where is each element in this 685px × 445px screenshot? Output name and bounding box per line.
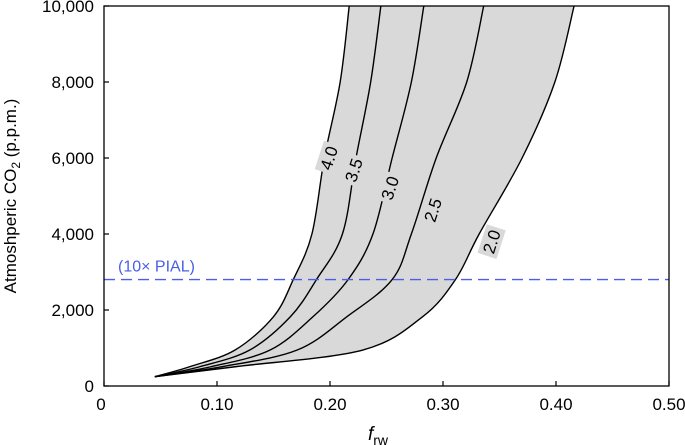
- x-axis-label: frw: [368, 424, 389, 445]
- curve-2.5: [154, 5, 485, 378]
- curve-label-3.0: 3.0: [375, 170, 405, 206]
- x-tick-label: 0: [96, 395, 105, 414]
- reference-line-label: (10× PIAL): [118, 259, 195, 276]
- y-tick-label: 10,000: [42, 0, 94, 16]
- plot-frame: [103, 5, 670, 387]
- x-axis-ticks: 0 0.10 0.20 0.30 0.40 0.50: [96, 381, 685, 414]
- curve-3.5: [154, 5, 382, 378]
- y-tick-label: 6,000: [51, 149, 94, 168]
- reference-line: (10× PIAL): [104, 259, 669, 281]
- curves: [154, 5, 575, 378]
- y-tick-label: 0: [85, 377, 94, 396]
- x-tick-label: 0.40: [539, 395, 572, 414]
- uncertainty-band: [154, 6, 575, 377]
- x-tick-label: 0.20: [313, 395, 346, 414]
- curve-label-4.0: 4.0: [314, 140, 344, 176]
- curve-label-3.5: 3.5: [339, 152, 368, 188]
- x-tick-label: 0.10: [200, 395, 233, 414]
- x-tick-label: 0.50: [652, 395, 685, 414]
- curve-3.0: [154, 5, 425, 378]
- y-tick-label: 8,000: [51, 73, 94, 92]
- y-tick-label: 2,000: [51, 301, 94, 320]
- band-fill: [154, 6, 575, 377]
- curve-4.0: [154, 5, 350, 378]
- x-tick-label: 0.30: [426, 395, 459, 414]
- y-axis-label: Atmoshperic CO2 (p.p.m.): [1, 99, 23, 294]
- curve-2.0: [154, 5, 575, 378]
- y-tick-label: 4,000: [51, 225, 94, 244]
- curve-labels: 4.0 3.53.02.52.0: [314, 140, 506, 259]
- y-axis-ticks: 0 2,000 4,000 6,000 8,000 10,000: [42, 0, 109, 396]
